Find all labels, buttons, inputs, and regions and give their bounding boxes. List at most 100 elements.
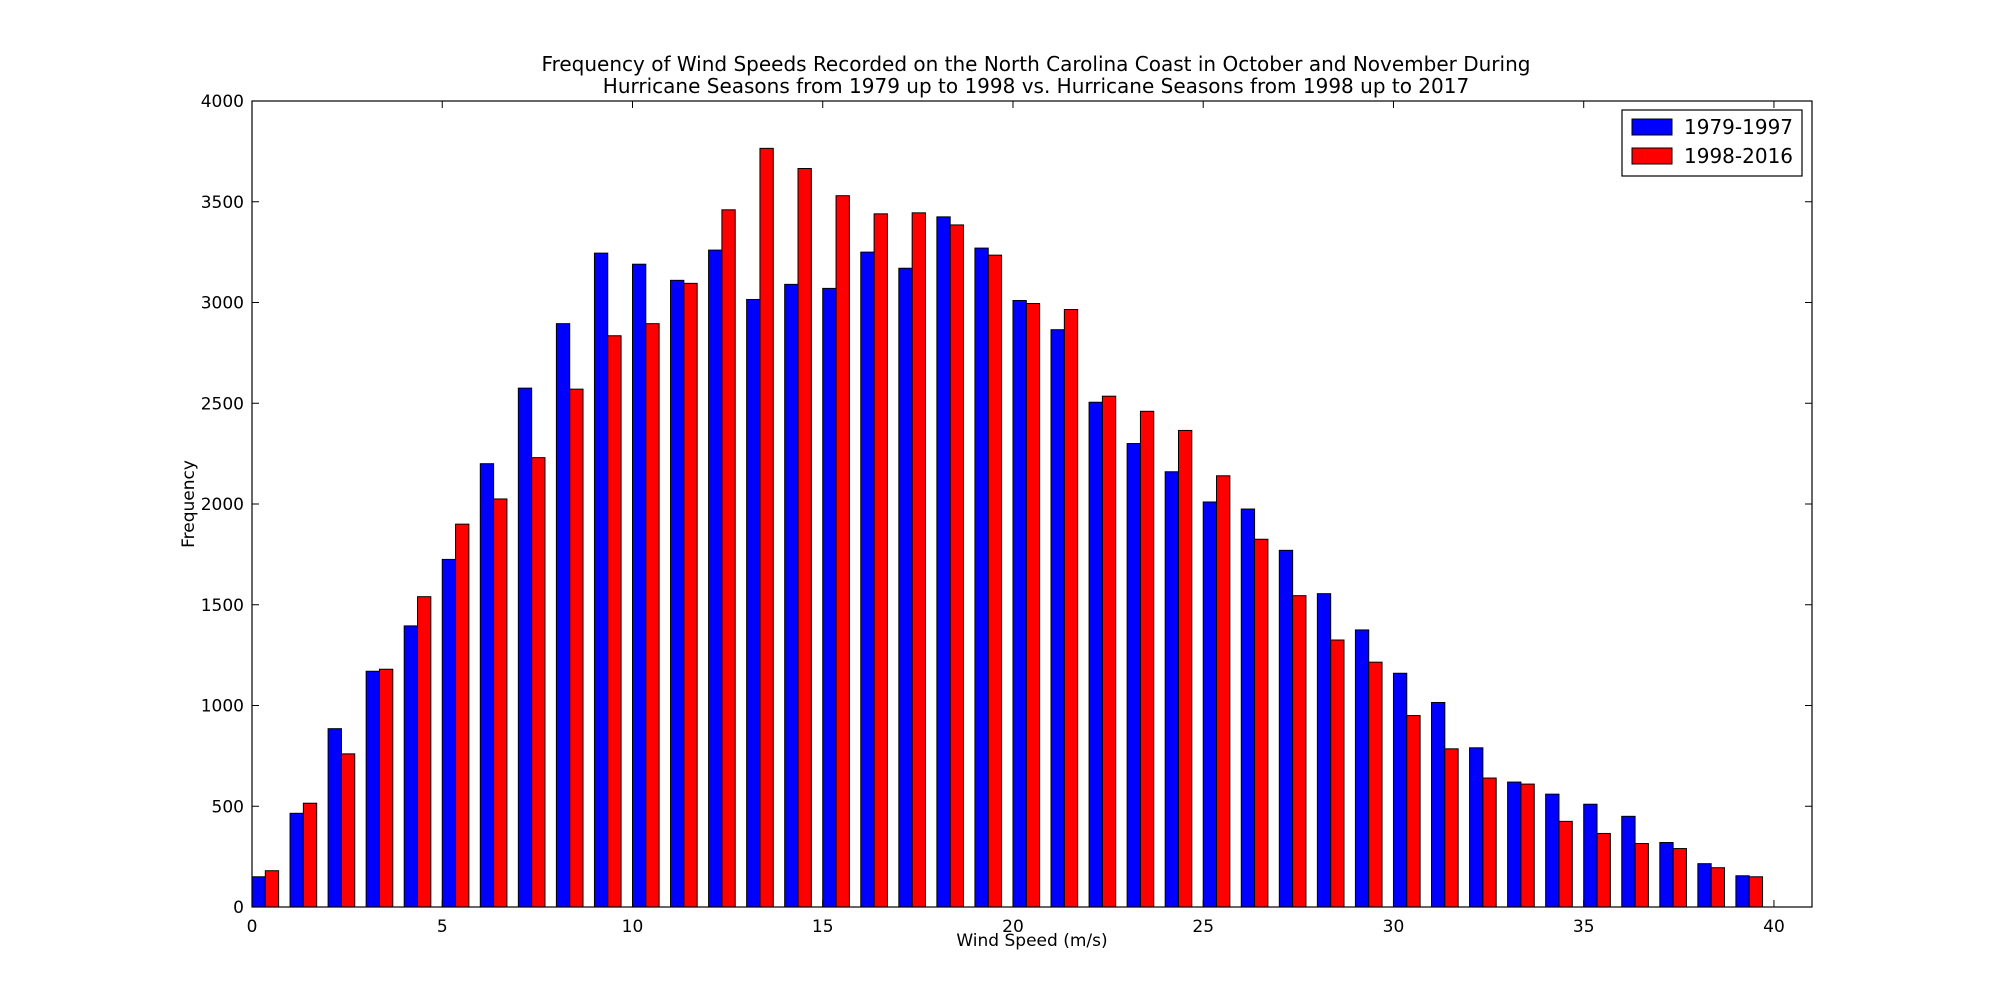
bar-1979-1997-25 [1202, 501, 1218, 908]
bar-1979-1997-33 [1507, 781, 1522, 908]
y-tick-label: 1000 [201, 697, 244, 717]
legend-label-1979-1997: 1979-1997 [1684, 115, 1793, 139]
y-tick-label: 3000 [201, 294, 244, 314]
bar-1979-1997-0 [251, 876, 266, 908]
bar-1998-2016-15 [835, 195, 850, 908]
bar-1979-1997-18 [936, 216, 951, 908]
bar-1998-2016-2 [340, 753, 356, 908]
bar-1998-2016-7 [531, 457, 546, 908]
bar-1998-2016-18 [949, 224, 965, 908]
bar-1998-2016-13 [759, 147, 774, 908]
bar-1998-2016-1 [302, 802, 318, 908]
bar-1979-1997-24 [1164, 471, 1179, 908]
x-tick-label: 40 [1763, 917, 1785, 937]
bar-1998-2016-11 [683, 282, 698, 908]
x-axis-label: Wind Speed (m/s) [956, 931, 1107, 951]
bar-1979-1997-8 [555, 323, 571, 908]
chart-title: Frequency of Wind Speeds Recorded on the… [542, 52, 1531, 98]
bar-1998-2016-35 [1596, 832, 1611, 908]
bar-1998-2016-39 [1748, 876, 1764, 908]
bar-1979-1997-17 [898, 267, 913, 908]
bar-1998-2016-22 [1101, 395, 1117, 908]
bars-group [251, 147, 1764, 908]
x-tick-label: 5 [437, 917, 448, 937]
bar-1979-1997-1 [289, 812, 304, 908]
bar-1979-1997-30 [1392, 672, 1408, 908]
bar-1979-1997-9 [593, 252, 609, 908]
bar-1979-1997-7 [517, 387, 533, 908]
bar-1998-2016-12 [721, 209, 736, 908]
y-tick-label: 2500 [201, 394, 244, 414]
bar-1998-2016-8 [569, 388, 584, 908]
bar-1979-1997-31 [1431, 701, 1446, 908]
bar-1998-2016-32 [1482, 777, 1497, 908]
bar-1979-1997-34 [1545, 793, 1560, 908]
bar-1979-1997-3 [365, 670, 380, 908]
bar-1979-1997-29 [1354, 629, 1370, 908]
bar-1979-1997-16 [860, 251, 875, 908]
bar-1998-2016-23 [1139, 410, 1155, 908]
bar-1979-1997-2 [327, 728, 342, 908]
bar-1998-2016-17 [911, 212, 926, 908]
bar-1979-1997-13 [746, 298, 761, 908]
bar-1998-2016-30 [1406, 715, 1421, 908]
y-axis-ticks: 0 500 1000 1500 2000 2500 3000 3500 4000 [201, 92, 1812, 918]
bar-1998-2016-21 [1063, 309, 1079, 908]
bar-1998-2016-6 [493, 498, 508, 908]
y-tick-label: 0 [233, 898, 244, 918]
x-tick-label: 10 [622, 917, 644, 937]
y-tick-label: 1500 [201, 596, 244, 616]
y-tick-label: 4000 [201, 92, 244, 112]
x-tick-label: 30 [1383, 917, 1405, 937]
y-axis-label: Frequency [179, 460, 199, 548]
bar-1979-1997-15 [822, 287, 837, 908]
bar-1979-1997-26 [1240, 508, 1256, 908]
bar-1998-2016-34 [1558, 820, 1573, 908]
y-tick-label: 500 [212, 797, 244, 817]
bar-1979-1997-4 [403, 625, 419, 908]
bar-1979-1997-5 [441, 558, 457, 908]
bar-1998-2016-28 [1330, 639, 1345, 908]
bar-1979-1997-14 [784, 283, 799, 908]
x-tick-label: 15 [812, 917, 834, 937]
bar-1998-2016-3 [378, 668, 394, 908]
chart-title-line-2: Hurricane Seasons from 1979 up to 1998 v… [603, 74, 1469, 98]
bar-1979-1997-20 [1012, 299, 1027, 908]
bar-1998-2016-26 [1254, 538, 1269, 908]
bar-1998-2016-31 [1444, 748, 1459, 908]
bar-1979-1997-35 [1583, 803, 1598, 908]
x-tick-label: 35 [1573, 917, 1595, 937]
bar-1998-2016-16 [873, 213, 888, 908]
bar-1998-2016-10 [645, 323, 660, 908]
bar-1998-2016-20 [1025, 303, 1041, 908]
legend: 1979-1997 1998-2016 [1621, 109, 1803, 177]
bar-1998-2016-5 [455, 523, 470, 908]
bar-1998-2016-0 [264, 870, 280, 908]
legend-label-1998-2016: 1998-2016 [1684, 144, 1793, 168]
bar-1979-1997-39 [1735, 875, 1750, 908]
bar-1998-2016-38 [1710, 867, 1725, 908]
bar-1979-1997-6 [479, 463, 495, 908]
bar-1979-1997-37 [1659, 842, 1674, 908]
bar-1979-1997-11 [670, 279, 685, 908]
bar-1998-2016-27 [1292, 595, 1307, 908]
x-tick-label: 25 [1192, 917, 1214, 937]
chart-title-line-1: Frequency of Wind Speeds Recorded on the… [542, 52, 1531, 76]
bar-1998-2016-9 [607, 335, 622, 908]
bar-1998-2016-24 [1177, 429, 1193, 908]
bar-1998-2016-19 [987, 254, 1003, 908]
bar-1979-1997-22 [1088, 401, 1103, 908]
bar-1979-1997-28 [1316, 593, 1332, 908]
bar-1998-2016-33 [1520, 783, 1535, 908]
bar-1998-2016-4 [417, 596, 432, 908]
bar-1979-1997-27 [1278, 549, 1294, 908]
bar-1979-1997-10 [631, 263, 647, 908]
x-tick-label: 20 [1002, 917, 1024, 937]
bar-1979-1997-32 [1469, 747, 1484, 908]
bar-1979-1997-19 [974, 247, 989, 908]
legend-swatch-1979-1997 [1631, 118, 1673, 136]
legend-swatch-1998-2016 [1631, 147, 1673, 165]
bar-1998-2016-37 [1672, 848, 1687, 908]
bar-1979-1997-21 [1050, 329, 1065, 908]
